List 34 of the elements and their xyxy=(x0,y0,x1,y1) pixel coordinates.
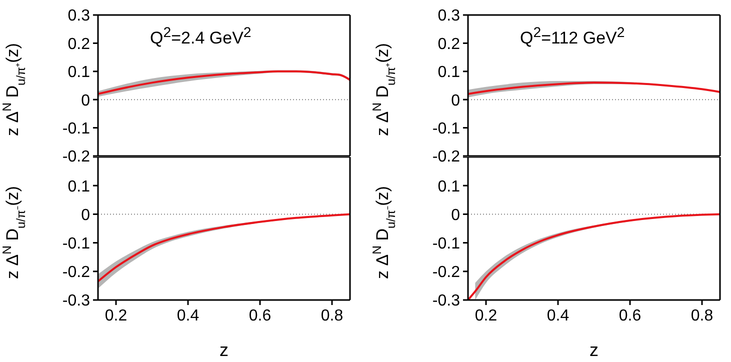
y-tick-label: -0.2 xyxy=(62,148,90,166)
y-tick-label: -0.1 xyxy=(432,120,460,138)
y-tick-label: -0.2 xyxy=(62,264,90,282)
y-tick-label: 0.1 xyxy=(68,64,90,82)
x-tick-label: 0.2 xyxy=(474,307,498,324)
x-tick-label: 0.6 xyxy=(618,307,642,324)
y-tick-label: -0.1 xyxy=(432,235,460,252)
y-tick-label: -0.1 xyxy=(62,235,90,252)
x-tick-label: 0.6 xyxy=(248,307,272,324)
y-tick-label: 0 xyxy=(81,92,90,110)
y-tick-label: 0.3 xyxy=(438,8,460,25)
y-tick-label: -0.3 xyxy=(62,292,90,310)
y-tick-label: 0 xyxy=(81,206,90,224)
y-tick-label: 0 xyxy=(451,206,460,224)
x-tick-label: 0.8 xyxy=(690,307,714,324)
x-tick-label: 0.2 xyxy=(104,307,128,324)
x-tick-label: 0.8 xyxy=(320,307,344,324)
y-tick-label: -0.2 xyxy=(432,264,460,282)
x-axis-title: z xyxy=(220,340,228,360)
x-axis-title: z xyxy=(590,340,598,360)
y-tick-label: 0.3 xyxy=(68,8,90,25)
y-tick-label: -0.1 xyxy=(62,120,90,138)
x-tick-label: 0.4 xyxy=(176,307,200,324)
x-tick-label: 0.4 xyxy=(546,307,570,324)
annotation: Q$^{2}$=2.4 GeV$^{2}$ xyxy=(150,25,252,49)
y-tick-label: 0.1 xyxy=(438,178,460,196)
y-tick-label: -0.2 xyxy=(432,148,460,166)
y-tick-label: 0.1 xyxy=(68,178,90,196)
y-tick-label: 0 xyxy=(451,92,460,110)
y-tick-label: -0.3 xyxy=(432,292,460,310)
annotation: Q$^{2}$=112 GeV$^{2}$ xyxy=(520,25,625,49)
y-tick-label: 0.1 xyxy=(438,64,460,82)
y-tick-label: 0.2 xyxy=(438,36,460,53)
y-tick-label: 0.2 xyxy=(68,36,90,53)
